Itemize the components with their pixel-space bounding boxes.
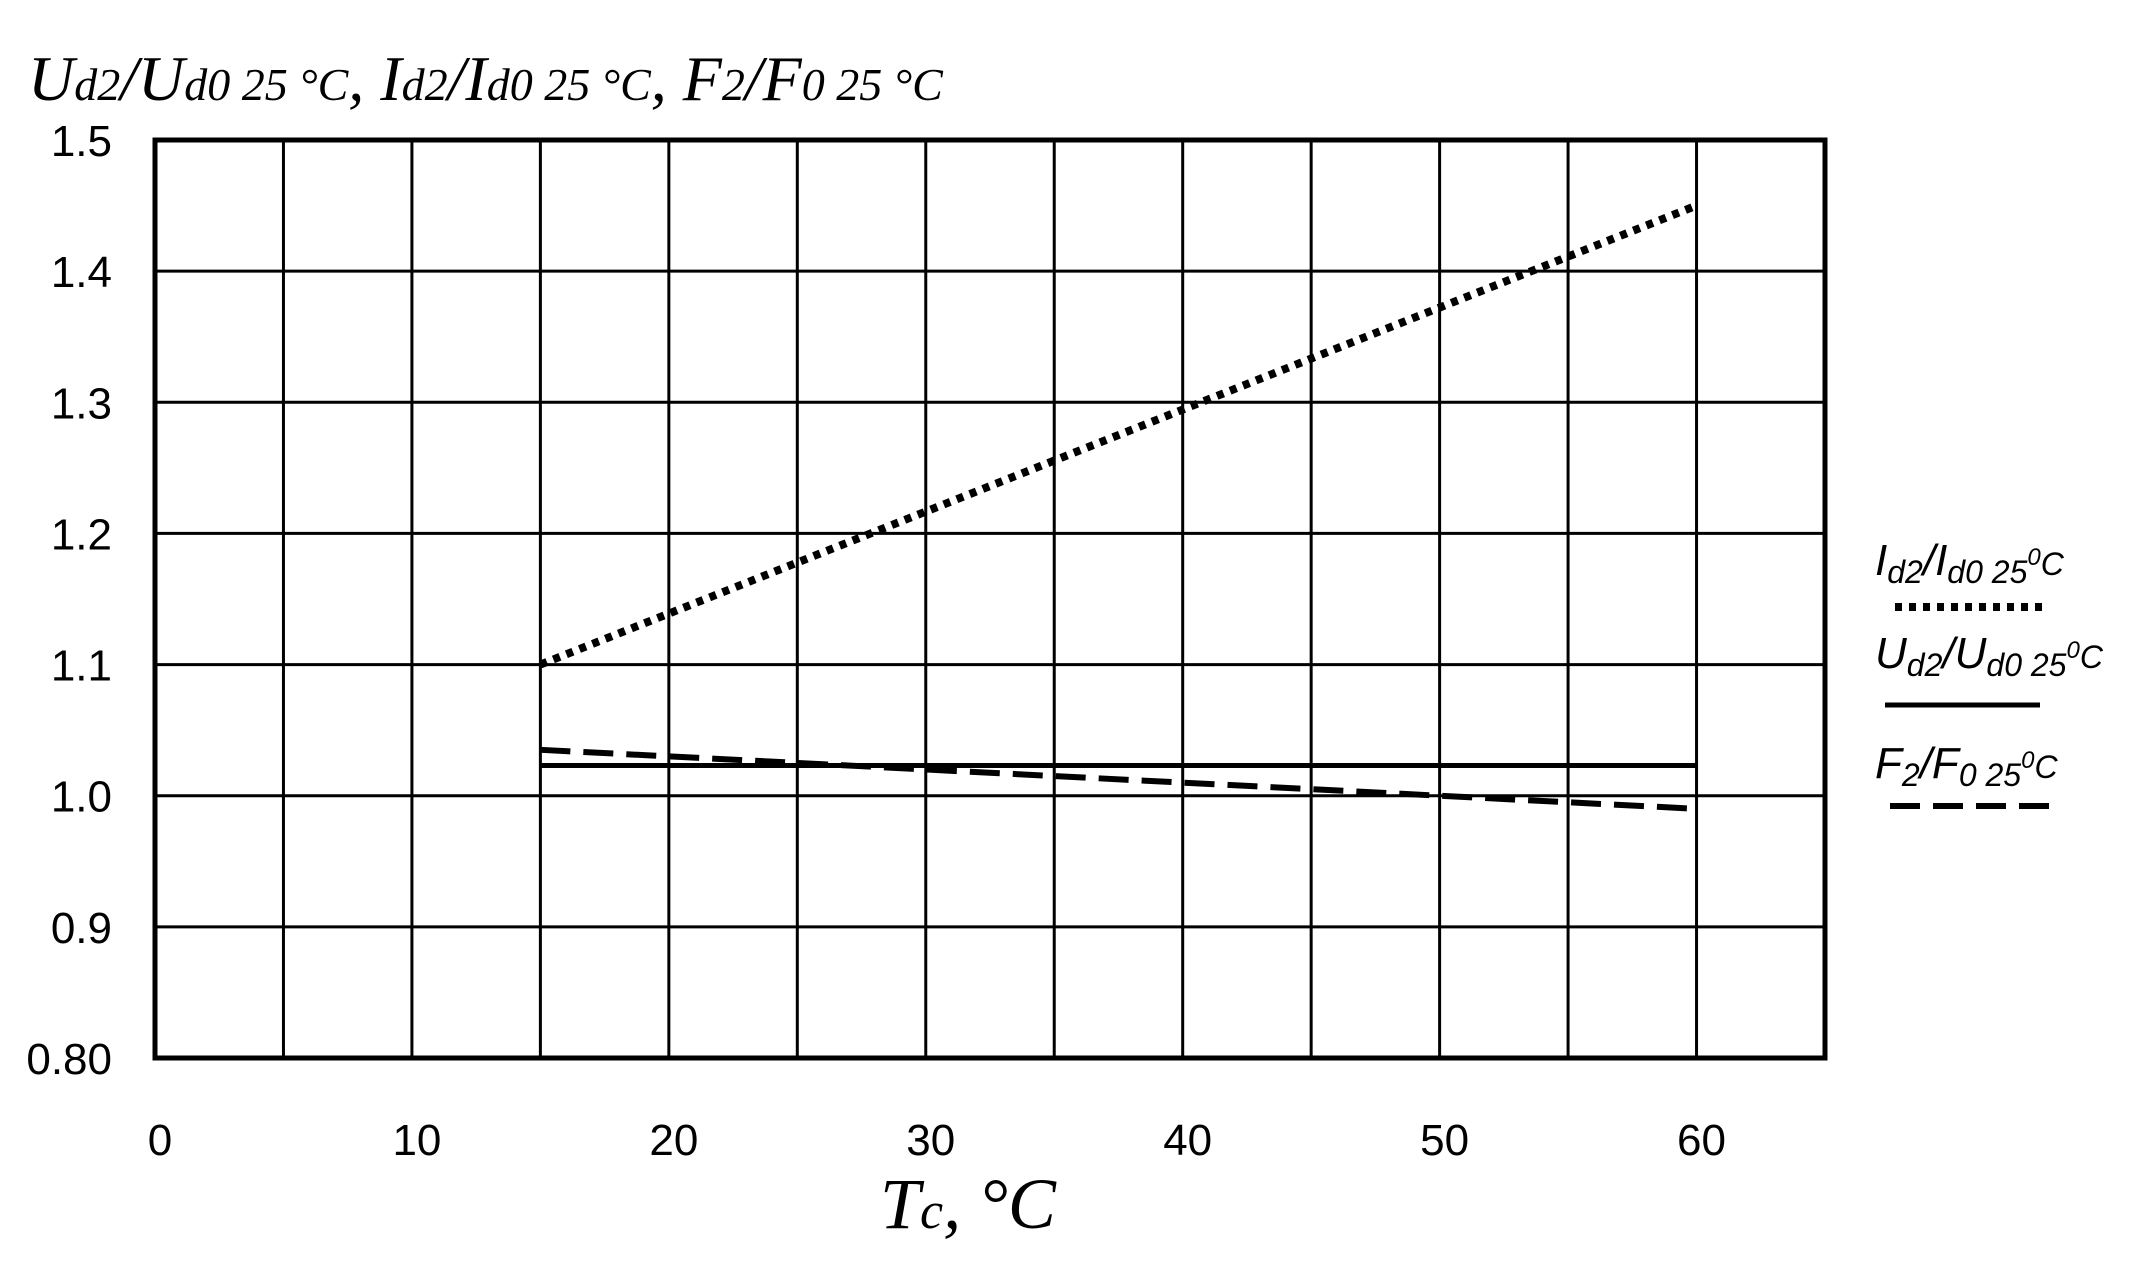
legend-label: F2/F0 250C	[1875, 739, 2058, 793]
legend: Id2/Id0 250C Ud2/Ud0 250C F2/F0 250C	[1875, 536, 2104, 809]
x-tick-labels: 0 10 20 30 40 50 60	[148, 1116, 1726, 1165]
y-tick-label: 1.1	[51, 642, 112, 691]
legend-label: Ud2/Ud0 250C	[1875, 629, 2104, 683]
y-tick-label: 0.9	[51, 904, 112, 953]
x-tick-label: 40	[1163, 1116, 1212, 1165]
y-tick-label: 1.0	[51, 773, 112, 822]
plot-frame	[152, 137, 1828, 1061]
series-line-dashed	[540, 746, 1697, 812]
legend-label: Id2/Id0 250C	[1875, 536, 2065, 590]
x-tick-label: 10	[392, 1116, 441, 1165]
x-axis-label: Tc, °C	[880, 1164, 1057, 1244]
y-tick-label: 1.2	[51, 510, 112, 559]
x-tick-label: 50	[1420, 1116, 1469, 1165]
x-tick-label: 0	[148, 1116, 172, 1165]
series-line-dotted	[538, 201, 1699, 669]
y-tick-label: 1.5	[51, 117, 112, 166]
y-axis-label: Ud2/Ud0 25 °C, Id2/Id0 25 °C, F2/F0 25 °…	[28, 43, 944, 114]
x-tick-label: 20	[649, 1116, 698, 1165]
y-tick-labels: 0.80 0.9 1.0 1.1 1.2 1.3 1.4 1.5	[26, 117, 112, 1084]
x-tick-label: 60	[1677, 1116, 1726, 1165]
y-tick-label: 0.80	[26, 1035, 112, 1084]
y-tick-label: 1.4	[51, 248, 112, 297]
series-lines	[538, 201, 1699, 812]
grid	[155, 140, 1825, 1058]
y-tick-label: 1.3	[51, 379, 112, 428]
x-tick-label: 30	[906, 1116, 955, 1165]
